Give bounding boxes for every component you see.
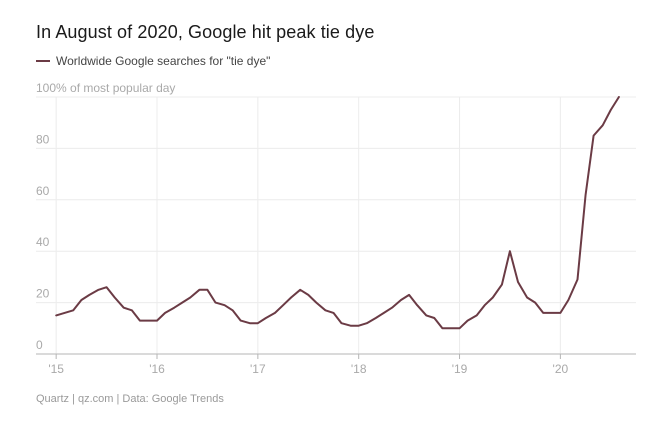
x-tick-label: '18 (351, 362, 367, 376)
x-tick-label: '16 (149, 362, 165, 376)
x-tick-label: '15 (48, 362, 64, 376)
y-axis-unit-label: 100% of most popular day (36, 81, 175, 95)
source-footer: Quartz | qz.com | Data: Google Trends (36, 393, 224, 405)
legend-line-swatch (36, 60, 50, 62)
legend: Worldwide Google searches for "tie dye" (36, 54, 270, 68)
x-tick-label: '20 (553, 362, 569, 376)
y-tick-label: 40 (36, 235, 50, 249)
y-tick-label: 80 (36, 132, 50, 146)
y-tick-label: 0 (36, 338, 43, 352)
legend-label: Worldwide Google searches for "tie dye" (56, 54, 271, 68)
y-tick-label: 60 (36, 184, 50, 198)
x-tick-label: '19 (452, 362, 468, 376)
series-line (55, 96, 620, 330)
chart-title: In August of 2020, Google hit peak tie d… (36, 22, 375, 42)
x-tick-label: '17 (250, 362, 266, 376)
y-tick-label: 20 (36, 287, 50, 301)
